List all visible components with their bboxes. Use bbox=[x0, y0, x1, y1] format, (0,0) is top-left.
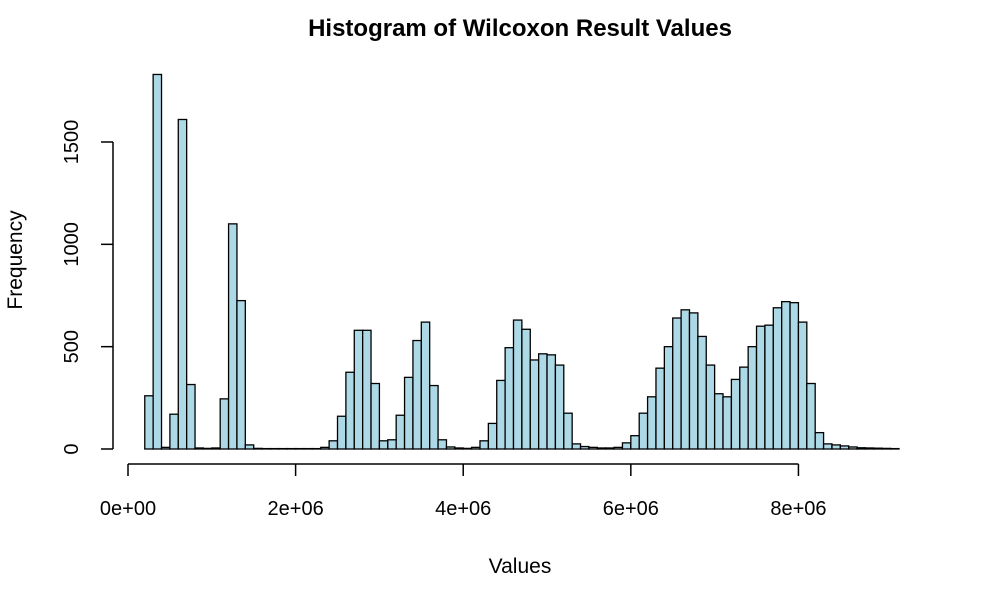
histogram-bar bbox=[203, 448, 211, 449]
histogram-bar bbox=[631, 436, 639, 449]
histogram-bar bbox=[371, 384, 379, 449]
y-tick-label: 1000 bbox=[61, 222, 83, 266]
histogram-bar bbox=[648, 397, 656, 449]
histogram-bar bbox=[522, 329, 530, 449]
histogram-bar bbox=[430, 386, 438, 449]
y-tick-label: 500 bbox=[61, 330, 83, 363]
x-axis: 0e+00 2e+06 4e+06 6e+06 8e+06 bbox=[100, 464, 827, 520]
histogram-bar bbox=[321, 447, 329, 449]
x-tick-label: 2e+06 bbox=[268, 498, 324, 520]
histogram-bar bbox=[581, 447, 589, 449]
histogram-bar bbox=[622, 443, 630, 449]
histogram-bar bbox=[480, 441, 488, 449]
histogram-bar bbox=[229, 224, 237, 449]
histogram-bar bbox=[220, 399, 228, 449]
histogram-bar bbox=[145, 396, 153, 449]
histogram-bar bbox=[698, 336, 706, 449]
y-tick-label: 0 bbox=[61, 443, 83, 454]
histogram-bar bbox=[882, 448, 890, 449]
histogram-bar bbox=[178, 119, 186, 449]
histogram-bar bbox=[589, 447, 597, 449]
histogram-bar bbox=[757, 326, 765, 449]
histogram-bar bbox=[413, 341, 421, 449]
histogram-bar bbox=[514, 320, 522, 449]
histogram-bar bbox=[329, 441, 337, 449]
histogram-bar bbox=[849, 447, 857, 449]
histogram-bar bbox=[388, 440, 396, 449]
histogram-bar bbox=[564, 413, 572, 449]
histogram-bar bbox=[782, 302, 790, 449]
x-tick-label: 8e+06 bbox=[770, 498, 826, 520]
histogram-bar bbox=[539, 354, 547, 449]
histogram-bar bbox=[572, 444, 580, 449]
histogram-bar bbox=[497, 380, 505, 449]
histogram-bar bbox=[547, 355, 555, 449]
histogram-bar bbox=[530, 360, 538, 449]
histogram-bar bbox=[773, 308, 781, 449]
histogram-bar bbox=[346, 372, 354, 449]
x-tick-label: 4e+06 bbox=[435, 498, 491, 520]
bars-group bbox=[145, 74, 899, 449]
histogram-bar bbox=[555, 365, 563, 449]
histogram-bar bbox=[472, 447, 480, 449]
histogram-bar bbox=[639, 413, 647, 449]
histogram-bar bbox=[874, 448, 882, 449]
x-tick-label: 0e+00 bbox=[100, 498, 156, 520]
histogram-bar bbox=[673, 318, 681, 449]
x-tick-label: 6e+06 bbox=[603, 498, 659, 520]
histogram-bar bbox=[681, 310, 689, 449]
histogram-bar bbox=[765, 325, 773, 449]
histogram-bar bbox=[187, 385, 195, 449]
histogram-bar bbox=[689, 313, 697, 449]
histogram-bar bbox=[396, 415, 404, 449]
histogram-bar bbox=[438, 440, 446, 449]
histogram-bar bbox=[857, 448, 865, 449]
histogram-bar bbox=[446, 447, 454, 449]
histogram-bar bbox=[379, 441, 387, 449]
histogram-bar bbox=[656, 368, 664, 449]
histogram-bar bbox=[505, 348, 513, 449]
histogram-bar bbox=[731, 379, 739, 449]
histogram-bar bbox=[488, 423, 496, 449]
histogram-bar bbox=[840, 446, 848, 449]
histogram-bar bbox=[865, 448, 873, 449]
histogram-bar bbox=[421, 322, 429, 449]
histogram-bar bbox=[405, 377, 413, 449]
chart-title: Histogram of Wilcoxon Result Values bbox=[308, 15, 732, 42]
x-axis-label: Values bbox=[489, 555, 552, 578]
histogram-bar bbox=[748, 347, 756, 449]
histogram-bar bbox=[338, 416, 346, 449]
histogram-bar bbox=[463, 448, 471, 449]
histogram-bar bbox=[195, 448, 203, 449]
histogram-bar bbox=[723, 397, 731, 449]
histogram-bar bbox=[170, 414, 178, 449]
histogram-bar bbox=[245, 445, 253, 449]
histogram-bar bbox=[832, 445, 840, 449]
y-tick-label: 1500 bbox=[61, 120, 83, 165]
histogram-bar bbox=[354, 330, 362, 449]
histogram-bar bbox=[212, 448, 220, 449]
histogram-bar bbox=[715, 394, 723, 449]
histogram-bar bbox=[824, 444, 832, 449]
histogram-bar bbox=[706, 365, 714, 449]
histogram-bar bbox=[790, 303, 798, 449]
y-axis: 0 500 1000 1500 bbox=[61, 120, 113, 455]
histogram-bar bbox=[237, 301, 245, 449]
histogram-bar bbox=[798, 322, 806, 449]
histogram-bar bbox=[597, 448, 605, 449]
histogram-bar bbox=[153, 74, 161, 449]
y-axis-label: Frequency bbox=[4, 210, 27, 310]
histogram-bar bbox=[363, 330, 371, 449]
histogram-bar bbox=[606, 448, 614, 449]
histogram-bar bbox=[455, 448, 463, 449]
histogram-bar bbox=[815, 433, 823, 449]
histogram-bar bbox=[664, 347, 672, 449]
histogram-bar bbox=[162, 447, 170, 449]
histogram-bar bbox=[807, 384, 815, 449]
histogram-bar bbox=[740, 367, 748, 449]
histogram-bar bbox=[614, 447, 622, 449]
histogram-bar bbox=[254, 448, 262, 449]
